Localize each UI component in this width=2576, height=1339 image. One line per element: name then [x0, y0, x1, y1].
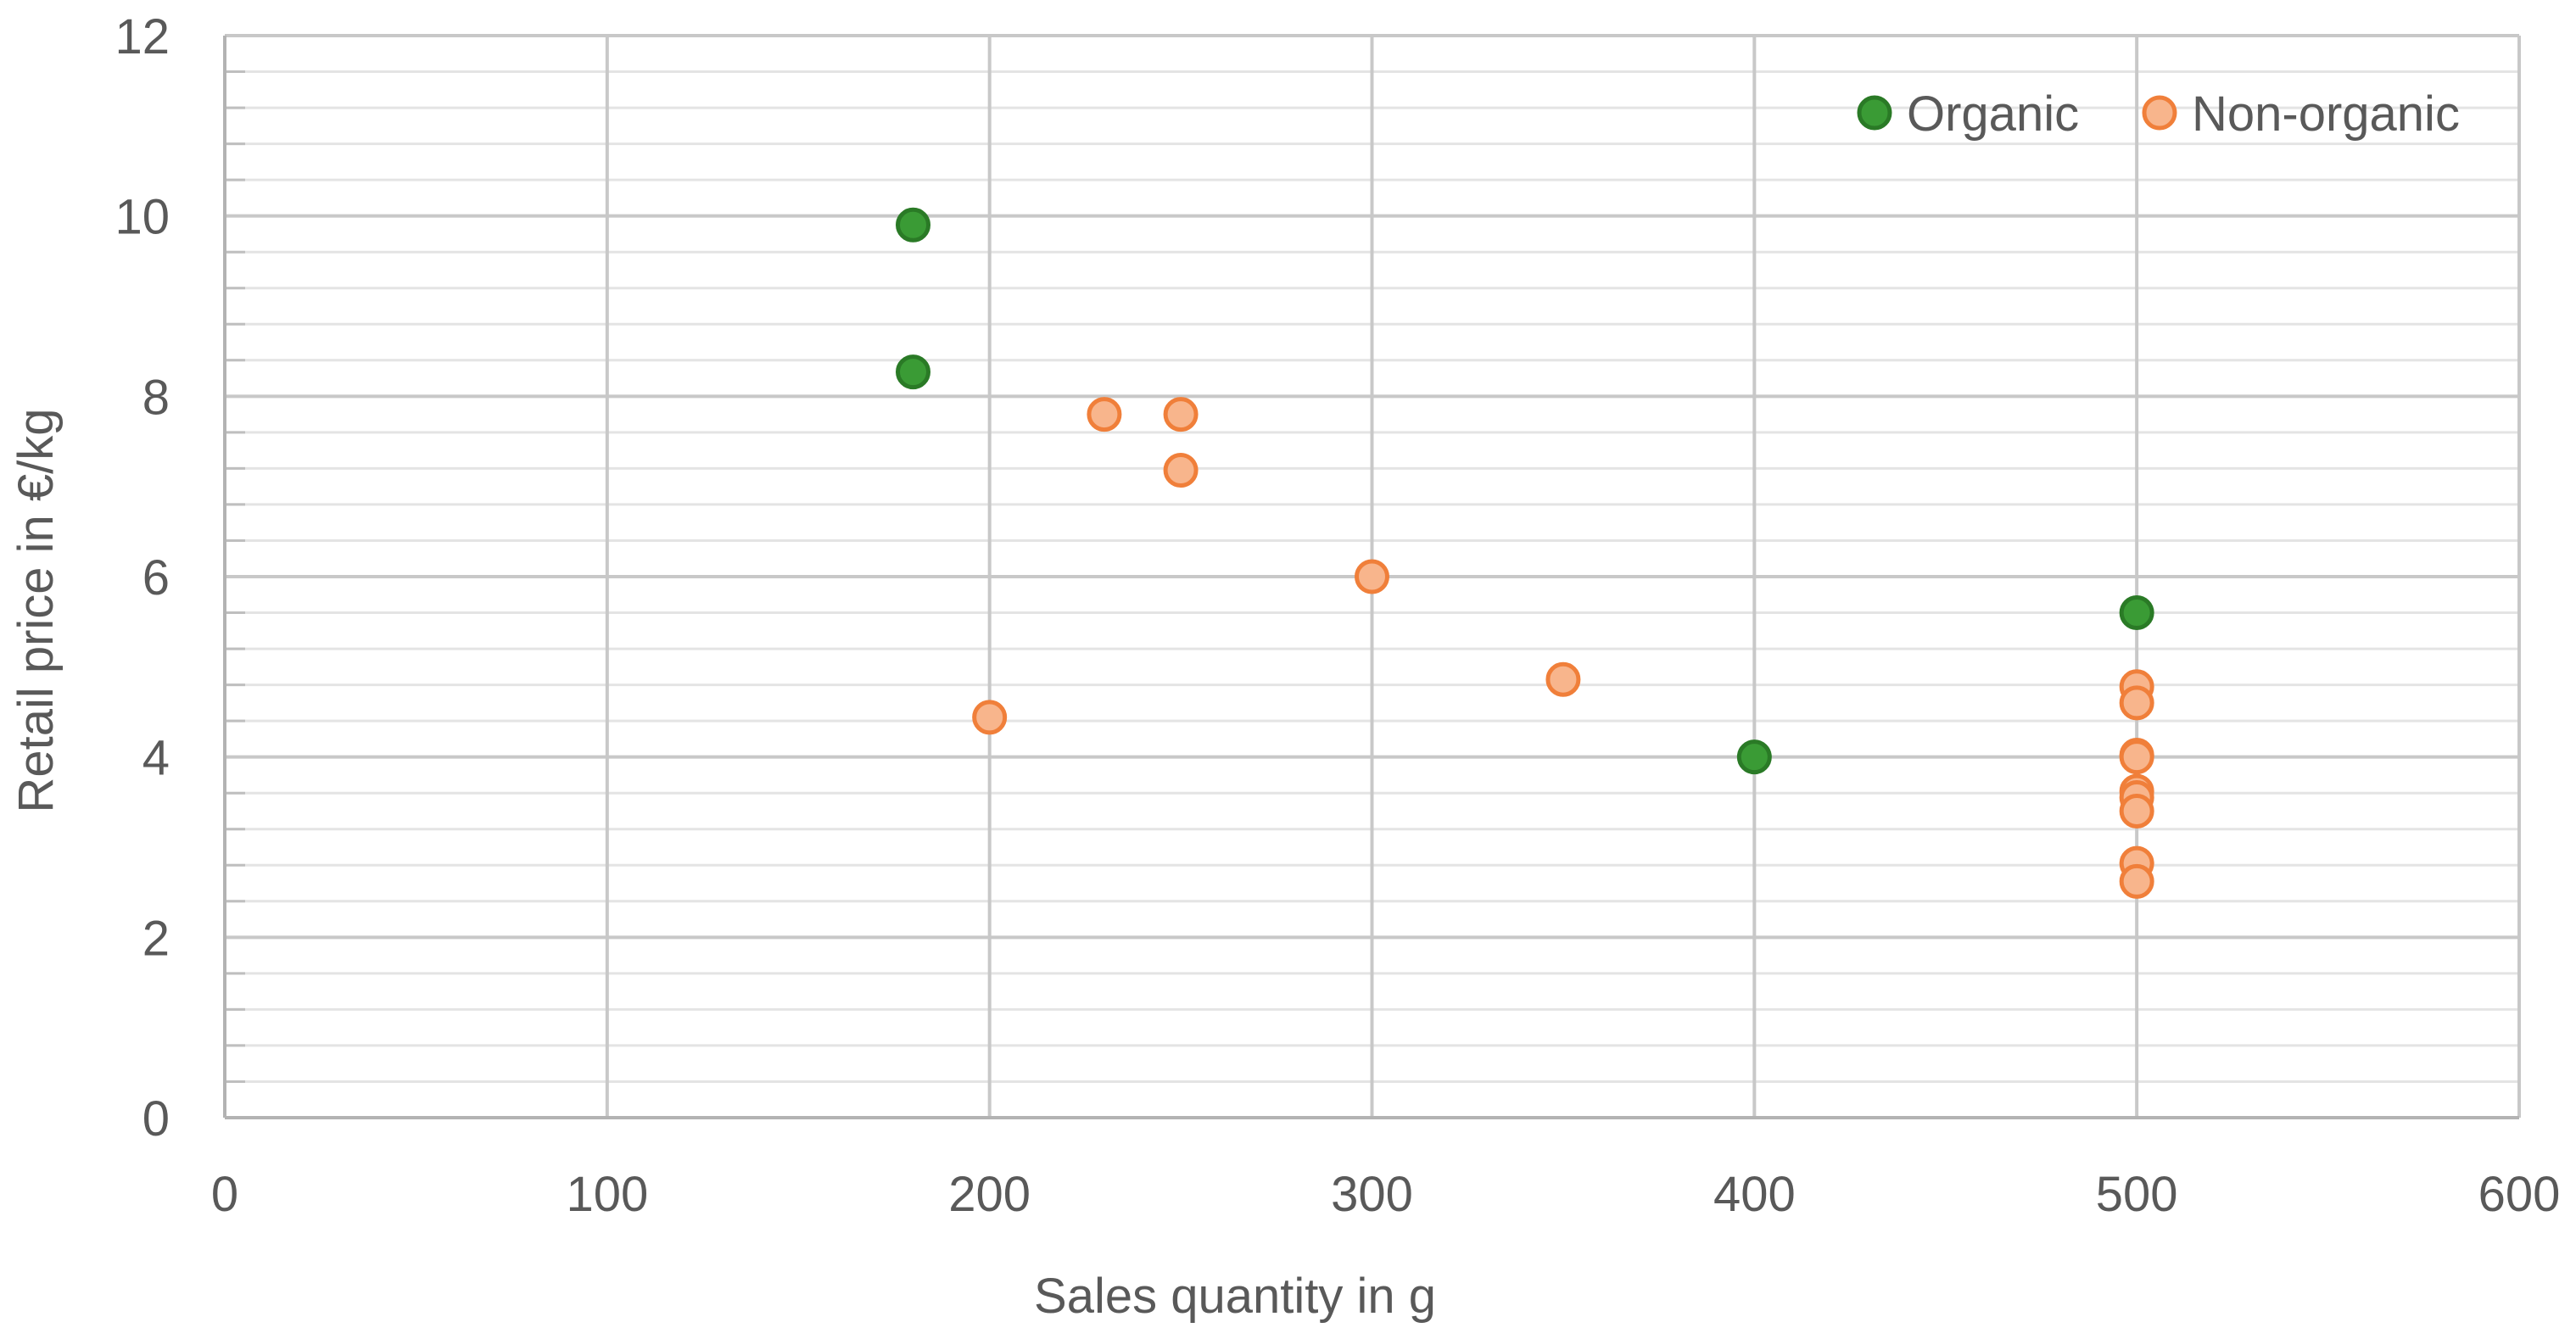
y-tick-label: 2 [142, 911, 170, 966]
organic-point [896, 354, 930, 390]
non-organic-point [2119, 739, 2154, 775]
x-axis-title: Sales quantity in g [1034, 1269, 1436, 1324]
x-tick-label: 400 [1713, 1167, 1796, 1222]
non-organic-point [2119, 685, 2154, 721]
plot-axes [223, 36, 2519, 1119]
non-organic-point [972, 700, 1008, 735]
x-tick-label: 300 [1331, 1167, 1413, 1222]
non-organic-point [1163, 453, 1199, 488]
x-axis-ticks: 0 100 200 300 400 500 600 [211, 1167, 2561, 1222]
y-axis-title: Retail price in €/kg [8, 408, 64, 812]
non-organic-point [1355, 559, 1389, 594]
y-tick-label: 4 [142, 731, 170, 786]
organic-point [896, 207, 930, 243]
legend-label-non-organic: Non-organic [2192, 86, 2460, 142]
legend-marker-non-organic [2142, 95, 2177, 131]
x-tick-label: 600 [2478, 1167, 2561, 1222]
y-tick-label: 10 [115, 190, 170, 245]
non-organic-point [2119, 863, 2154, 899]
non-organic-point [1545, 661, 1581, 697]
x-tick-label: 100 [566, 1167, 648, 1222]
non-organic-point [2119, 793, 2154, 829]
x-tick-label: 0 [211, 1167, 238, 1222]
data-points [896, 207, 2154, 899]
y-tick-label: 6 [142, 550, 170, 605]
legend-label-organic: Organic [1907, 86, 2079, 142]
x-tick-label: 200 [948, 1167, 1031, 1222]
non-organic-point [1087, 397, 1122, 432]
legend-marker-organic [1857, 95, 1892, 131]
y-tick-label: 0 [142, 1091, 170, 1147]
organic-point [1736, 739, 1772, 775]
legend: Organic Non-organic [1857, 86, 2460, 142]
non-organic-point [1163, 397, 1199, 432]
x-tick-label: 500 [2096, 1167, 2178, 1222]
y-axis-ticks: 0 2 4 6 8 10 12 [115, 9, 170, 1147]
organic-point [2119, 595, 2154, 631]
major-gridlines [223, 34, 2521, 1119]
y-tick-label: 12 [115, 9, 170, 64]
y-tick-label: 8 [142, 370, 170, 425]
